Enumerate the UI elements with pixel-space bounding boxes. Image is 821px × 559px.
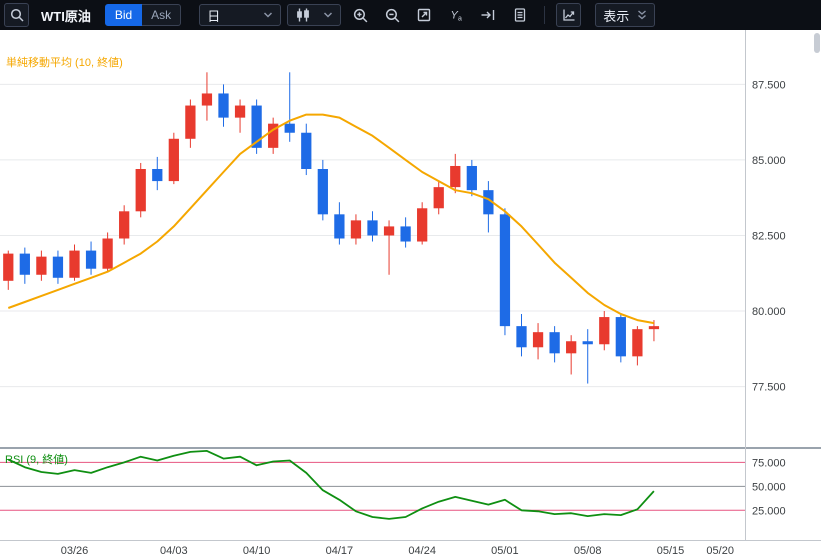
symbol-title: WTI原油 — [41, 8, 91, 24]
candle-body — [367, 220, 378, 236]
candle-body — [152, 169, 163, 182]
price-axis-label: 85.000 — [752, 155, 786, 167]
sma-line — [7, 113, 655, 325]
candle-body — [317, 169, 328, 215]
fit-chart-icon — [417, 8, 431, 22]
indicator-button[interactable] — [556, 3, 582, 27]
candle-body — [301, 132, 312, 169]
search-icon — [10, 8, 24, 22]
candle-body — [483, 190, 494, 215]
bid-button[interactable]: Bid — [104, 4, 143, 26]
price-axis-label: 80.000 — [752, 306, 786, 318]
candle-body — [549, 332, 560, 354]
candle-body — [350, 220, 362, 239]
rsi-line — [7, 449, 655, 520]
candle-body — [648, 326, 660, 330]
rsi-axis-label: 75.000 — [752, 457, 786, 469]
candle-body — [383, 226, 395, 236]
candle-body — [3, 253, 14, 281]
candle-body — [334, 214, 345, 239]
candle-body — [251, 105, 262, 148]
zoom-out-icon — [385, 8, 400, 22]
time-axis-label: 04/10 — [243, 545, 271, 557]
notes-button[interactable] — [507, 3, 533, 27]
candle-body — [102, 238, 113, 269]
chevron-down-icon — [324, 12, 333, 18]
chart-canvas[interactable]: 87.500 85.000 82.500 80.000 77.500 75.000 50.0… — [0, 30, 821, 559]
display-dropdown[interactable]: 表示 — [595, 3, 656, 27]
candle-body — [400, 226, 411, 242]
svg-text:a: a — [458, 16, 462, 23]
candle-body — [69, 250, 80, 278]
timeframe-dropdown[interactable]: 日 — [199, 4, 282, 26]
candle-body — [499, 214, 511, 327]
ask-button[interactable]: Ask — [142, 4, 182, 26]
candle-body — [632, 329, 643, 357]
price-axis-label: 77.500 — [752, 382, 786, 394]
candle-body — [417, 208, 428, 242]
zoom-in-icon — [353, 8, 368, 22]
candle-body — [284, 123, 295, 133]
time-axis-label: 04/24 — [408, 545, 436, 557]
chart-type-dropdown[interactable] — [287, 4, 342, 26]
price-axis-label: 87.500 — [752, 79, 786, 91]
zoom-out-button[interactable] — [379, 3, 405, 27]
time-axis-label: 05/20 — [706, 545, 734, 557]
candle-body — [532, 332, 544, 348]
zoom-in-button[interactable] — [347, 3, 373, 27]
toolbar-separator — [544, 6, 546, 24]
indicator-chart-icon — [563, 9, 575, 21]
candle-body — [185, 105, 196, 139]
candle-body — [135, 169, 146, 212]
vertical-scrollbar-thumb[interactable] — [814, 33, 820, 53]
rsi-axis-label: 25.000 — [752, 505, 786, 517]
time-axis-label: 03/26 — [61, 545, 89, 557]
candle-body — [119, 211, 130, 239]
candlestick-icon — [297, 8, 310, 22]
candle-body — [466, 165, 477, 191]
chart-area[interactable]: 87.500 85.000 82.500 80.000 77.500 75.000 50.0… — [0, 30, 821, 559]
time-axis-label: 05/01 — [491, 545, 519, 557]
candle-body — [19, 253, 30, 275]
candle-body — [566, 341, 577, 354]
candle-body — [268, 123, 279, 148]
time-axis-label: 04/17 — [326, 545, 354, 557]
candle-body — [433, 187, 444, 209]
go-to-latest-icon — [481, 10, 495, 20]
bid-ask-toggle: Bid Ask — [104, 4, 182, 26]
price-axis-label: 82.500 — [752, 230, 786, 242]
time-axis-label: 05/15 — [657, 545, 685, 557]
candle-body — [218, 93, 229, 118]
svg-text:Y: Y — [451, 10, 459, 22]
notes-icon — [515, 8, 526, 22]
chevron-down-icon — [264, 12, 273, 18]
go-to-latest-button[interactable] — [475, 3, 501, 27]
time-axis-label: 05/08 — [574, 545, 602, 557]
fit-chart-button[interactable] — [411, 3, 437, 27]
rsi-axis-label: 50.000 — [752, 481, 786, 493]
timeframe-value: 日 — [207, 8, 221, 24]
display-label: 表示 — [603, 8, 630, 24]
double-chevron-down-icon — [638, 10, 647, 20]
candle-body — [36, 256, 47, 275]
candle-body — [615, 317, 626, 357]
candle-body — [85, 250, 97, 269]
candle-body — [582, 341, 593, 345]
candle-body — [234, 105, 246, 118]
search-button[interactable] — [4, 3, 29, 27]
candle-body — [599, 317, 610, 345]
pane-divider[interactable] — [0, 447, 821, 449]
candle-body — [52, 256, 64, 278]
candle-body — [516, 326, 527, 348]
candle-body — [201, 93, 213, 106]
time-axis-label: 04/03 — [160, 545, 188, 557]
candle-body — [168, 138, 179, 182]
candle-body — [450, 165, 461, 188]
